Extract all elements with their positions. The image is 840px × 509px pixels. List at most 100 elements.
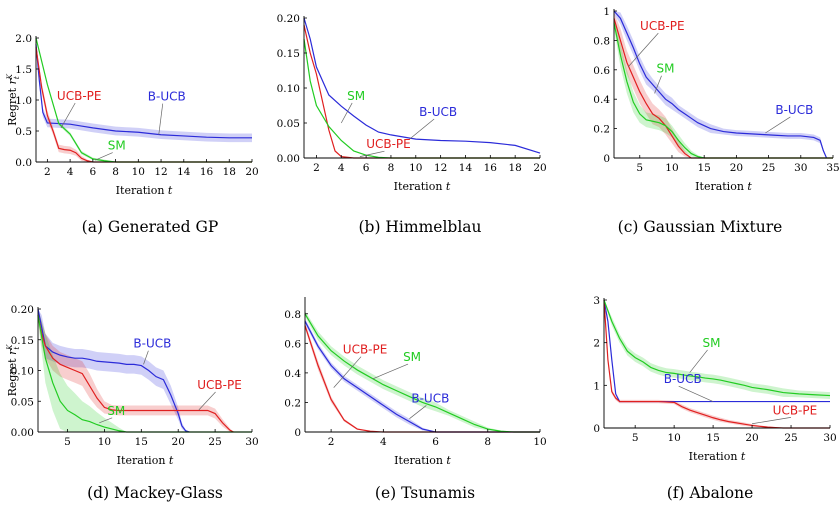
y-tick-label: 2 — [593, 338, 600, 350]
series-label-ucb-pe: UCB-PE — [640, 19, 685, 33]
band-b-ucb — [38, 309, 190, 432]
y-tick-label: 1 — [603, 6, 610, 18]
x-tick-label: 16 — [484, 162, 498, 174]
x-tick-label: 30 — [245, 436, 258, 448]
x-tick-label: 18 — [508, 162, 521, 174]
y-tick-label: 3 — [593, 295, 600, 307]
line-sm — [303, 38, 540, 159]
series-label-b-ucb: B-UCB — [133, 337, 171, 351]
x-tick-label: 6 — [432, 436, 439, 448]
line-b-ucb — [613, 10, 828, 159]
series-leader — [359, 150, 385, 157]
series-leader — [678, 385, 714, 402]
panel-caption: (a) Generated GP — [82, 218, 219, 236]
series-label-sm: SM — [657, 62, 675, 76]
x-tick-label: 10 — [667, 432, 680, 444]
x-tick-label: 4 — [338, 162, 345, 174]
y-tick-label: 0.10 — [11, 366, 34, 378]
line-sm — [304, 313, 540, 433]
series-label-b-ucb: B-UCB — [775, 103, 813, 117]
series-label-sm: SM — [403, 350, 421, 364]
series-label-b-ucb: B-UCB — [419, 105, 457, 119]
x-tick-label: 8 — [112, 166, 119, 178]
y-tick-label: 0.6 — [284, 338, 301, 350]
x-tick-label: 5 — [632, 432, 639, 444]
series-leader — [143, 350, 149, 365]
panel-2: 2 4 6 8 10 12 14 16 18 20 0.00 0.05 0.10 0.15 0.20 Iter… — [277, 13, 547, 236]
y-tick-label: 0.8 — [284, 309, 301, 321]
band-ucb-pe — [36, 44, 252, 163]
x-tick-label: 10 — [98, 436, 111, 448]
y-tick-label: 0.8 — [593, 35, 610, 47]
x-tick-label: 30 — [823, 432, 836, 444]
panel-caption: (b) Himmelblau — [358, 218, 481, 236]
x-tick-label: 10 — [409, 162, 422, 174]
y-tick-label: 0 — [603, 153, 610, 165]
series-leader — [94, 152, 113, 161]
panel-caption: (e) Tsunamis — [375, 484, 475, 502]
x-tick-label: 15 — [706, 432, 719, 444]
x-tick-label: 20 — [730, 162, 743, 174]
x-tick-label: 12 — [434, 162, 447, 174]
panel-5: 2 4 6 8 10 0 0.2 0.4 0.6 0.8 Iteration t B-UCB UCB-P… — [284, 297, 547, 502]
x-tick-label: 16 — [200, 166, 214, 178]
band-sm — [604, 300, 830, 399]
x-tick-label: 30 — [794, 162, 807, 174]
x-tick-label: 10 — [132, 166, 145, 178]
x-tick-label: 2 — [44, 166, 51, 178]
x-tick-label: 10 — [665, 162, 678, 174]
series-label-sm: SM — [108, 139, 126, 153]
series-leader — [409, 118, 435, 140]
x-tick-label: 4 — [67, 166, 74, 178]
panel-caption: (c) Gaussian Mixture — [618, 218, 783, 236]
y-tick-label: 0.15 — [11, 335, 34, 347]
x-tick-label: 6 — [89, 166, 96, 178]
y-tick-label: 1.5 — [15, 64, 32, 76]
band-b-ucb — [614, 11, 827, 158]
series-leader — [340, 102, 353, 124]
x-axis-label: Iteration t — [695, 180, 752, 193]
series-label-ucb-pe: UCB-PE — [57, 89, 102, 103]
x-tick-label: 2 — [328, 436, 335, 448]
panel-4: 5 10 15 20 25 30 0.00 0.05 0.10 0.15 0.20 Iteration… — [6, 304, 259, 502]
series-label-b-ucb: B-UCB — [148, 90, 186, 104]
x-tick-label: 8 — [388, 162, 395, 174]
x-tick-label: 25 — [762, 162, 775, 174]
x-tick-label: 2 — [313, 162, 320, 174]
y-tick-label: 0.10 — [277, 83, 300, 95]
x-tick-label: 14 — [459, 162, 473, 174]
series-leader — [372, 363, 409, 380]
y-tick-label: 0.2 — [593, 124, 610, 136]
panel-3: 5 10 15 20 25 30 35 0 0.2 0.4 0.6 0.8 1 Iteration t B-… — [593, 6, 839, 236]
x-axis-label: Iteration t — [116, 184, 173, 197]
series-leader — [99, 417, 113, 424]
y-tick-label: 0.05 — [11, 396, 34, 408]
y-tick-label: 0.20 — [11, 304, 34, 316]
series-leader — [158, 103, 164, 135]
y-tick-label: 1 — [593, 380, 600, 392]
x-tick-label: 12 — [154, 166, 167, 178]
x-axis-label: Iteration t — [394, 454, 451, 467]
series-label-ucb-pe: UCB-PE — [343, 343, 388, 357]
x-tick-label: 10 — [533, 436, 546, 448]
band-ucb-pe — [38, 309, 234, 432]
y-tick-label: 0.6 — [593, 65, 610, 77]
y-tick-label: 0 — [294, 427, 301, 439]
y-tick-label: 0.15 — [277, 48, 300, 60]
panel-caption: (f) Abalone — [667, 484, 754, 502]
x-tick-label: 20 — [745, 432, 758, 444]
series-label-ucb-pe: UCB-PE — [197, 378, 242, 392]
y-tick-label: 0.0 — [15, 157, 32, 169]
line-sm — [603, 299, 831, 397]
x-axis-label: Iteration t — [394, 180, 451, 193]
x-tick-label: 35 — [826, 162, 839, 174]
y-tick-label: 0 — [593, 423, 600, 435]
line-b-ucb — [303, 17, 541, 154]
y-tick-label: 0.20 — [277, 13, 300, 25]
series-leader — [752, 417, 791, 425]
x-tick-label: 4 — [380, 436, 387, 448]
x-tick-label: 25 — [208, 436, 221, 448]
x-tick-label: 20 — [245, 166, 258, 178]
series-leader — [765, 116, 791, 134]
line-b-ucb — [37, 308, 190, 433]
